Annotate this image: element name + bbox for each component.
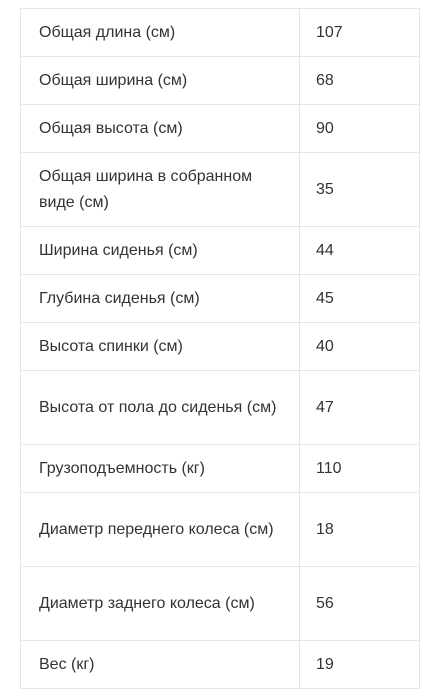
table-row: Грузоподъемность (кг) 110 <box>20 444 420 493</box>
table-row: Глубина сиденья (см) 45 <box>20 274 420 323</box>
specifications-table: Общая длина (см) 107 Общая ширина (см) 6… <box>20 8 420 689</box>
table-row: Вес (кг) 19 <box>20 640 420 689</box>
spec-value: 56 <box>299 566 420 641</box>
spec-label: Высота спинки (см) <box>20 322 300 371</box>
table-row: Общая длина (см) 107 <box>20 8 420 57</box>
spec-value: 90 <box>299 104 420 153</box>
table-row: Общая ширина в собранном виде (см) 35 <box>20 152 420 227</box>
spec-value: 47 <box>299 370 420 445</box>
spec-label: Грузоподъемность (кг) <box>20 444 300 493</box>
table-row: Ширина сиденья (см) 44 <box>20 226 420 275</box>
spec-label: Диаметр переднего колеса (см) <box>20 492 300 567</box>
spec-value: 40 <box>299 322 420 371</box>
table-row: Высота от пола до сиденья (см) 47 <box>20 370 420 445</box>
spec-label: Общая высота (см) <box>20 104 300 153</box>
table-row: Высота спинки (см) 40 <box>20 322 420 371</box>
table-row: Общая высота (см) 90 <box>20 104 420 153</box>
table-row: Общая ширина (см) 68 <box>20 56 420 105</box>
spec-label: Общая ширина в собранном виде (см) <box>20 152 300 227</box>
spec-label: Ширина сиденья (см) <box>20 226 300 275</box>
spec-label: Высота от пола до сиденья (см) <box>20 370 300 445</box>
spec-label: Вес (кг) <box>20 640 300 689</box>
spec-label: Общая длина (см) <box>20 8 300 57</box>
spec-value: 45 <box>299 274 420 323</box>
spec-value: 110 <box>299 444 420 493</box>
table-row: Диаметр заднего колеса (см) 56 <box>20 566 420 641</box>
spec-value: 44 <box>299 226 420 275</box>
spec-value: 35 <box>299 152 420 227</box>
spec-value: 68 <box>299 56 420 105</box>
spec-value: 18 <box>299 492 420 567</box>
spec-label: Глубина сиденья (см) <box>20 274 300 323</box>
table-row: Диаметр переднего колеса (см) 18 <box>20 492 420 567</box>
spec-value: 107 <box>299 8 420 57</box>
spec-label: Диаметр заднего колеса (см) <box>20 566 300 641</box>
spec-label: Общая ширина (см) <box>20 56 300 105</box>
spec-value: 19 <box>299 640 420 689</box>
